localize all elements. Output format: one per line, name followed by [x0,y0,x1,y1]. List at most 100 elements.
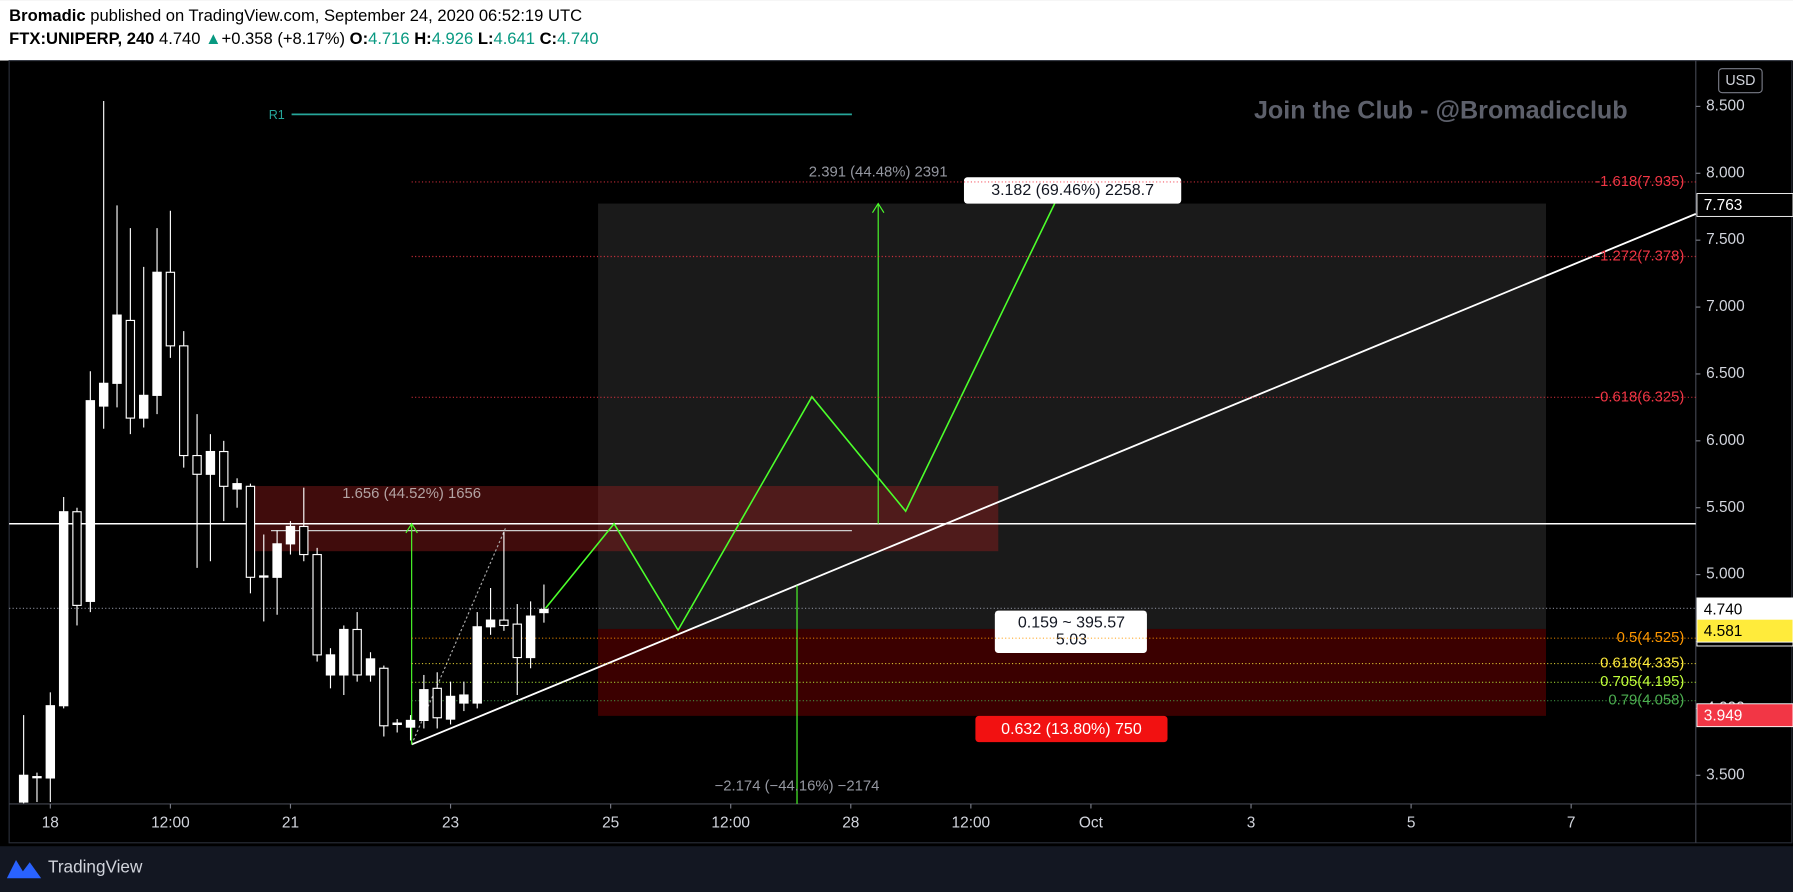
symbol-line: FTX:UNIPERP, 240 4.740 ▲+0.358 (+8.17%) … [9,29,598,48]
arrow-head [872,202,885,214]
chart-bg [0,60,1793,847]
x-tick-label: 5 [1407,814,1416,831]
price-badge [1696,618,1793,643]
fib-label: -1.618(7.935) [1595,174,1684,190]
candle-body [445,695,456,720]
price-badge [1696,193,1793,217]
candle-body [85,400,96,602]
drawings: R1 2.391 (44.48%) 2391 3.182 (69.46%) 22… [9,108,1697,804]
candle-body [405,719,416,728]
candle-body [512,623,522,659]
currency: USD [1725,73,1755,89]
candle-body [459,694,469,704]
price-badge [1696,703,1793,728]
x-tick-label: 3 [1247,814,1256,831]
candle-body [18,774,29,803]
candle-body [272,543,282,578]
candle-body [152,271,162,396]
footer-bg [0,846,1793,892]
x-tick-label: 28 [842,814,859,831]
candle-body [125,319,136,419]
published: published on TradingView.com, September … [90,7,582,26]
arrow-head [405,522,418,534]
c-value: 4.740 [557,29,599,48]
x-tick-label: 21 [282,814,299,831]
o-label: O: [350,29,368,48]
target-box-label: 3.182 (69.46%) 2258.7 [991,182,1154,199]
range-box [994,610,1147,653]
candle-body [432,687,442,719]
header-bg [0,0,1793,61]
x-tick-label: 23 [442,814,459,831]
price-badge-label: 3.949 [1704,707,1743,724]
candle-body [499,619,509,627]
price-badge-label: 7.763 [1704,197,1743,214]
candle-body [58,511,69,707]
candle-body [419,689,429,722]
x-tick-label: 12:00 [952,814,991,831]
range-label: 0.159 ~ 395.57 [1018,614,1125,631]
h-value: 4.926 [432,29,473,48]
candle-body [72,511,82,606]
candle-body [379,667,389,727]
candle-body [525,615,536,659]
risk-box [975,715,1168,743]
drop-label: −2.174 (−44.16%) −2174 [715,779,880,795]
y-tick-label: 7.000 [1706,298,1745,315]
candle-body [392,722,402,726]
price-badge-label: 4.581 [1704,623,1743,640]
target-box [963,177,1182,204]
price-layer: -1.618(7.935) -1.272(7.378) -0.618(6.325) 0… [18,97,1793,831]
y-tick-label: 8.000 [1706,164,1745,181]
candle-body [45,705,56,779]
x-tick-label: 12:00 [151,814,190,831]
candle-body [32,776,42,779]
publisher: Bromadic [9,7,85,26]
h-label: H: [414,29,432,48]
y-tick-label: 3.500 [1706,766,1745,783]
x-tick-label: 18 [42,814,59,831]
candle-body [259,575,269,578]
x-tick-label: Oct [1079,814,1104,831]
c-label: C: [540,29,558,48]
x-tick-label: 25 [602,814,619,831]
fib-label: 0.618(4.335) [1600,656,1684,672]
candle-body [98,382,109,407]
candle-body [112,314,122,384]
l-label: L: [478,29,494,48]
trendline [411,213,1697,746]
fib-label: -1.272(7.378) [1595,248,1684,264]
resistance-label: 1.656 (44.52%) 1656 [342,486,481,502]
fib-label: 0.5(4.525) [1617,630,1685,646]
footer-brand: TradingView [48,856,143,876]
y-tick-label: 5.500 [1706,499,1745,516]
y-tick-label: 8.500 [1706,97,1745,114]
x-tick-label: 7 [1567,814,1576,831]
fib-label: 0.79(4.058) [1608,693,1684,709]
candle-body [219,450,229,487]
target-label: 2.391 (44.48%) 2391 [809,165,948,181]
candle-body [312,553,322,656]
chart-border [8,60,1793,844]
o-value: 4.716 [368,29,410,48]
fib-label: 0.705(4.195) [1600,674,1684,690]
candle-body [192,454,202,475]
y-tick-label: 7.500 [1706,231,1745,248]
publish-line: Bromadic published on TradingView.com, S… [9,7,582,26]
candle-body [245,485,256,578]
candle-body [232,483,242,490]
candle-body [299,525,309,556]
candle-body [138,394,149,419]
y-tick-label: 5.000 [1706,566,1745,583]
candle-body [179,345,189,457]
change: +0.358 (+8.17%) [222,29,346,48]
fib-label: -0.618(6.325) [1595,389,1684,405]
r1-label: R1 [269,108,285,122]
candle-body [539,608,549,614]
currency-box [1718,68,1763,94]
candle-body [205,450,216,475]
y-tick-label: 6.500 [1706,365,1745,382]
candle-body [285,525,296,545]
